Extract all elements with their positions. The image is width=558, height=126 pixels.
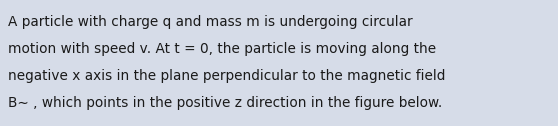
Text: B∼ , which points in the positive z direction in the figure below.: B∼ , which points in the positive z dire… (8, 96, 442, 110)
Text: motion with speed v. At t = 0, the particle is moving along the: motion with speed v. At t = 0, the parti… (8, 42, 436, 56)
Text: negative x axis in the plane perpendicular to the magnetic field: negative x axis in the plane perpendicul… (8, 69, 446, 83)
Text: A particle with charge q and mass m is undergoing circular: A particle with charge q and mass m is u… (8, 15, 413, 29)
